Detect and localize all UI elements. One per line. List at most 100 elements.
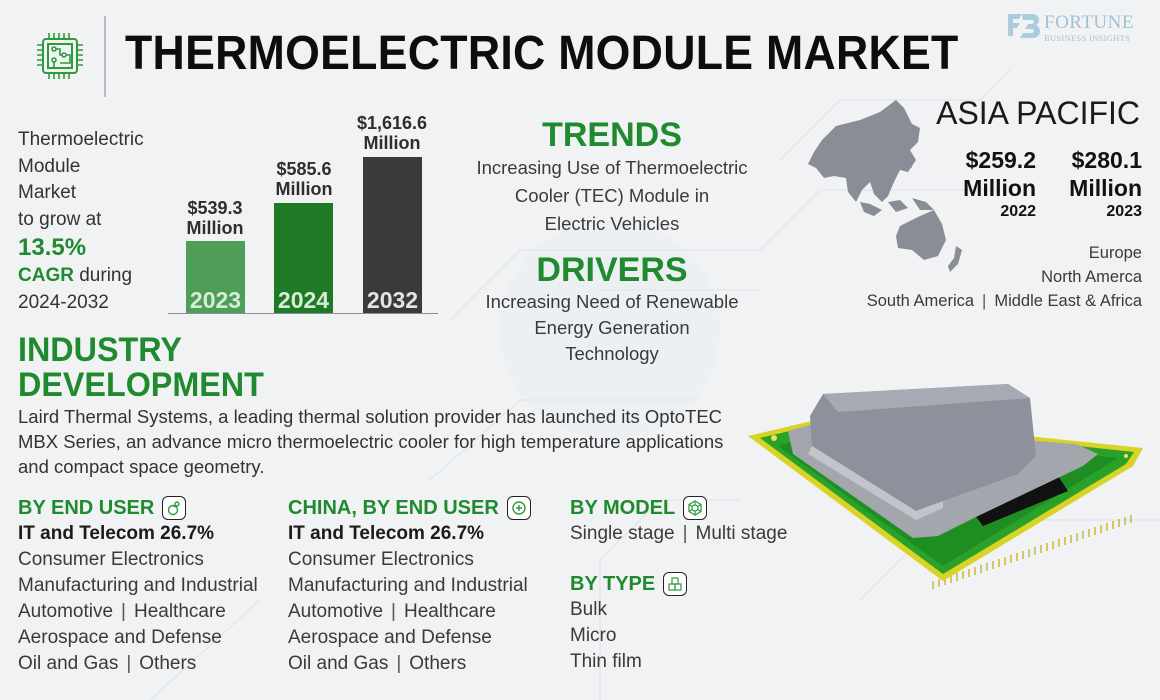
trends-line: Increasing Use of Thermoelectric (476, 157, 748, 178)
brand-name: FORTUNE (1044, 11, 1134, 33)
segment-title: BY TYPE (570, 573, 656, 595)
segment-row: Oil and Gas | Others (18, 651, 258, 677)
bar-2024: 2024 (274, 203, 333, 313)
trends-line: Cooler (TEC) Module in (514, 185, 710, 206)
segment-item: Healthcare (403, 601, 496, 622)
segment-item: Manufacturing and Industrial (18, 575, 258, 596)
segment-lead: IT and Telecom 26.7% (288, 523, 485, 544)
bar-unit: Million (275, 179, 333, 199)
intro-line: to grow at (18, 208, 102, 230)
region-value-2022: $259.2 Million 2022 (963, 146, 1036, 222)
title-line: DEVELOPMENT (18, 366, 264, 404)
segment-item: Aerospace and Defense (288, 627, 492, 648)
intro-line: Module (18, 155, 81, 177)
region-row: South America | Middle East & Africa (867, 289, 1142, 313)
region-amount: $259.2 (965, 147, 1036, 173)
region-year: 2023 (1106, 203, 1142, 220)
industry-development-title: INDUSTRY DEVELOPMENT (18, 333, 264, 403)
segment-row: Automotive | Healthcare (288, 599, 531, 625)
bar-year-label: 2032 (366, 287, 419, 313)
segment-lead: IT and Telecom 26.7% (18, 523, 215, 544)
drivers-title: DRIVERS (536, 251, 688, 289)
region-unit: Million (963, 175, 1036, 201)
segment-title: CHINA, BY END USER (288, 497, 499, 519)
brand-subtitle: BUSINESS INSIGHTS (1044, 32, 1131, 43)
segment-item: Healthcare (133, 601, 226, 622)
header-divider (104, 16, 106, 97)
separator: | (982, 292, 987, 310)
segment-item: Consumer Electronics (288, 549, 474, 570)
segment-item: Others (409, 653, 467, 674)
bar-unit: Million (186, 218, 244, 238)
segment-row: Automotive | Healthcare (18, 599, 258, 625)
trends-line: Electric Vehicles (544, 213, 680, 234)
cagr-line: CAGR during (18, 263, 144, 290)
segment-item: Micro (570, 625, 617, 646)
fb-logo-icon (1006, 12, 1040, 43)
bar-year-label: 2024 (277, 287, 330, 313)
region-unit: Million (1069, 175, 1142, 201)
separator: | (391, 601, 396, 622)
segment-row: Single stage | Multi stage (570, 521, 787, 547)
segment-title: BY END USER (18, 497, 155, 519)
separator: | (396, 653, 402, 674)
boxes-icon (663, 572, 688, 596)
segment-item: Automotive (18, 601, 114, 622)
segment-item: Manufacturing and Industrial (288, 575, 528, 596)
intro-line: Thermoelectric (18, 129, 144, 150)
region-value-2023: $280.1 Million 2023 (1069, 146, 1142, 222)
bar-value: $585.6 (276, 159, 332, 179)
separator: | (682, 523, 688, 544)
bar-2023: 2023 (186, 241, 245, 313)
bar-value: $1,616.6 (356, 113, 428, 133)
other-regions: Europe North Amerca South America | Middle… (867, 241, 1142, 313)
region-north-america: North Amerca (1041, 268, 1142, 286)
page-title: THERMOELECTRIC MODULE MARKET (125, 27, 959, 80)
brand-logo[interactable]: FORTUNE BUSINESS INSIGHTS (1006, 12, 1134, 43)
drivers-line: Technology (565, 343, 659, 364)
bar-value-label-2023: $539.3 Million (160, 198, 270, 238)
bar-value: $539.3 (187, 198, 243, 218)
region-title: ASIA PACIFIC (936, 95, 1140, 131)
segment-item: Thin film (570, 651, 642, 672)
segment-item: Multi stage (695, 523, 788, 544)
segment-item: Others (139, 653, 197, 674)
separator: | (121, 601, 126, 622)
intro-line: Market (18, 182, 77, 203)
segment-row: Oil and Gas | Others (288, 651, 531, 677)
bar-value-label-2024: $585.6 Million (249, 159, 359, 199)
segment-item: Oil and Gas (18, 653, 119, 674)
segment-by-model: BY MODEL Single stage | Multi stage (570, 495, 787, 547)
drivers-line: Increasing Need of Renewable (485, 291, 739, 312)
industry-development-body: Laird Thermal Systems, a leading thermal… (18, 406, 724, 477)
drivers-line: Energy Generation (534, 317, 690, 338)
segment-item: Single stage (570, 523, 675, 544)
market-growth-summary: Thermoelectric Module Market to grow at … (18, 127, 144, 316)
trends-section: TRENDS Increasing Use of Thermoelectric … (452, 116, 772, 238)
segment-by-end-user: BY END USER IT and Telecom 26.7% Consume… (18, 495, 258, 677)
segment-item: Aerospace and Defense (18, 627, 222, 648)
region-year: 2022 (1000, 203, 1036, 220)
cagr-label: CAGR (18, 265, 74, 286)
trends-title: TRENDS (542, 116, 682, 154)
drop-bottle-icon (162, 496, 187, 520)
bar-unit: Million (363, 133, 421, 153)
segment-china-by-end-user: CHINA, BY END USER IT and Telecom 26.7% … (288, 495, 531, 677)
segment-item: Oil and Gas (288, 653, 389, 674)
segment-title: BY MODEL (570, 497, 676, 519)
network-globe-icon (683, 496, 708, 520)
separator: | (126, 653, 132, 674)
plus-circle-icon (506, 496, 531, 520)
segment-item: Bulk (570, 599, 607, 620)
cpu-chip-illustration-icon (738, 376, 1148, 591)
bar-value-label-2032: $1,616.6 Million (337, 113, 447, 153)
during-text: during (73, 265, 133, 286)
region-mea: Middle East & Africa (994, 292, 1142, 310)
region-south-america: South America (866, 292, 975, 310)
region-europe: Europe (1088, 244, 1142, 262)
bar-year-label: 2023 (189, 287, 242, 313)
bar-2032: 2032 (363, 157, 422, 313)
title-line: INDUSTRY (18, 331, 182, 369)
chart-baseline (168, 313, 438, 314)
asia-pacific-map-icon (800, 98, 990, 283)
